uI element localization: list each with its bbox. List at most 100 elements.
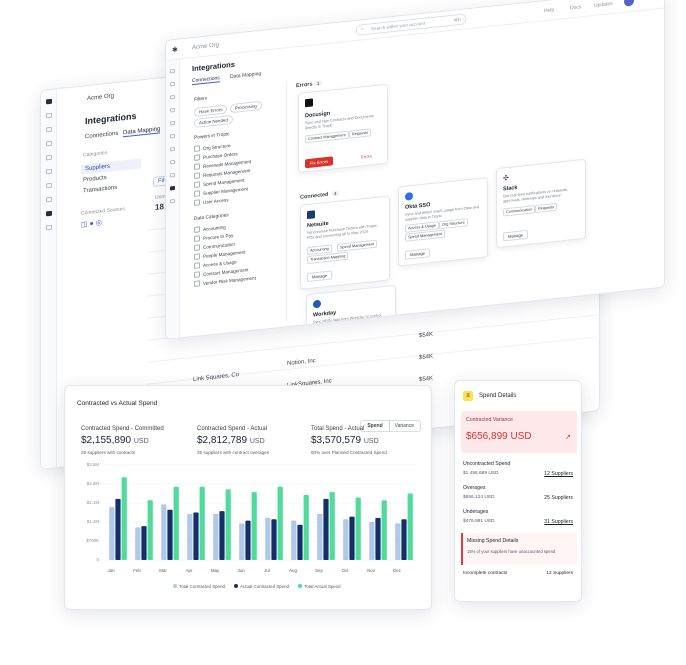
nav-icon[interactable] xyxy=(45,112,52,119)
tab-connections[interactable]: Connections xyxy=(192,75,220,86)
bar-total-actual-spend-oct[interactable] xyxy=(355,497,361,560)
y-tick-label: $3.5M xyxy=(86,462,99,467)
metric-sub: 26 suppliers with contracts xyxy=(81,450,136,455)
integration-card-okta[interactable]: Okta SSO Sync and detect SaaS usage from… xyxy=(398,177,488,267)
overages-count-link[interactable]: 25 Suppliers xyxy=(544,495,573,501)
filter-checkbox[interactable]: User Access xyxy=(194,196,229,206)
nav-icon[interactable] xyxy=(45,224,52,231)
tab-connections[interactable]: Connections xyxy=(85,130,119,141)
nav-icon[interactable] xyxy=(170,198,175,204)
fix-errors-button[interactable]: Fix Errors xyxy=(305,156,334,169)
integration-card-slack[interactable]: ✣ Slack Get real-time notifications on r… xyxy=(496,158,586,249)
manage-button[interactable]: Manage xyxy=(405,248,431,260)
bar-total-contracted-spend-oct[interactable] xyxy=(343,519,349,560)
bar-actual-contracted-spend-jul[interactable] xyxy=(271,519,277,560)
nav-icon[interactable] xyxy=(170,146,175,152)
nav-icon[interactable] xyxy=(170,133,175,139)
toggle-variance[interactable]: Variance xyxy=(394,423,414,429)
nav-icon[interactable] xyxy=(45,182,52,189)
bar-actual-contracted-spend-mar[interactable] xyxy=(167,509,173,560)
avatar[interactable] xyxy=(624,0,634,7)
bar-total-actual-spend-may[interactable] xyxy=(225,489,231,560)
bar-total-actual-spend-feb[interactable] xyxy=(147,500,153,560)
bar-actual-contracted-spend-apr[interactable] xyxy=(193,512,199,561)
legend-swatch xyxy=(234,584,239,588)
bar-total-actual-spend-jun[interactable] xyxy=(251,492,257,560)
org-name: Acme Org xyxy=(192,42,220,52)
bar-actual-contracted-spend-dec[interactable] xyxy=(401,519,407,560)
bar-total-actual-spend-sep[interactable] xyxy=(329,492,335,560)
nav-icon[interactable] xyxy=(170,107,175,113)
missing-desc: 15% of your suppliers have unaccounted s… xyxy=(467,549,556,554)
category-transactions[interactable]: Transactions xyxy=(83,184,118,195)
bar-actual-contracted-spend-aug[interactable] xyxy=(297,524,303,560)
bar-actual-contracted-spend-jan[interactable] xyxy=(115,498,121,560)
bar-total-contracted-spend-jul[interactable] xyxy=(265,517,271,560)
category-products[interactable]: Products xyxy=(83,174,107,184)
search-input[interactable]: ⌕ Search within your account ⌘K xyxy=(356,13,466,36)
tab-data-mapping[interactable]: Data Mapping xyxy=(230,70,262,81)
uncontracted-count-link[interactable]: 12 Suppliers xyxy=(544,471,573,477)
metric-value: $2,155,890 xyxy=(81,435,132,446)
bar-total-actual-spend-jul[interactable] xyxy=(277,486,283,560)
nav-icon[interactable] xyxy=(170,68,175,74)
nav-icon[interactable] xyxy=(170,120,175,126)
filter-checkbox[interactable]: Accounting xyxy=(194,224,226,233)
bar-total-actual-spend-mar[interactable] xyxy=(173,486,179,560)
nav-icon[interactable] xyxy=(45,168,52,175)
bar-total-contracted-spend-apr[interactable] xyxy=(187,513,193,560)
manage-button[interactable]: Manage xyxy=(307,270,333,283)
filter-checkbox[interactable]: People Management xyxy=(194,249,245,260)
bar-total-actual-spend-dec[interactable] xyxy=(407,493,413,561)
bar-total-contracted-spend-mar[interactable] xyxy=(161,504,167,560)
bar-total-contracted-spend-feb[interactable] xyxy=(135,527,141,560)
tab-data-mapping[interactable]: Data Mapping xyxy=(123,126,161,138)
connected-heading: Connected xyxy=(300,191,329,201)
x-tick-label: Jul xyxy=(264,568,270,573)
nav-icon[interactable] xyxy=(45,196,52,203)
bar-total-contracted-spend-may[interactable] xyxy=(213,513,219,560)
docs-link[interactable]: Docs xyxy=(570,4,582,12)
bar-actual-contracted-spend-may[interactable] xyxy=(219,511,225,560)
nav-icon[interactable] xyxy=(45,140,52,147)
bar-total-actual-spend-apr[interactable] xyxy=(199,486,205,560)
bar-actual-contracted-spend-sep[interactable] xyxy=(323,498,329,560)
incomplete-count-link[interactable]: 12 Suppliers xyxy=(546,571,573,576)
bar-total-contracted-spend-jan[interactable] xyxy=(109,507,115,560)
filter-checkbox[interactable]: Org Structure xyxy=(194,142,231,152)
manage-button[interactable]: Manage xyxy=(503,229,529,242)
bar-total-contracted-spend-dec[interactable] xyxy=(395,523,401,560)
unmatched-count: 18 xyxy=(155,201,164,212)
toggle-spend[interactable]: Spend xyxy=(361,421,389,431)
x-tick-label: Dec xyxy=(393,568,401,573)
updates-link[interactable]: Updates xyxy=(594,0,613,9)
nav-icon[interactable] xyxy=(170,172,175,178)
bar-actual-contracted-spend-feb[interactable] xyxy=(141,526,147,560)
bar-total-actual-spend-jan[interactable] xyxy=(121,477,127,560)
status-processing[interactable]: Processing xyxy=(230,100,262,114)
nav-icon[interactable] xyxy=(170,94,175,100)
search-icon: ⌕ xyxy=(361,26,364,33)
bar-total-contracted-spend-sep[interactable] xyxy=(317,513,323,560)
spend-variance-toggle[interactable]: Spend Variance xyxy=(360,420,421,432)
bar-actual-contracted-spend-nov[interactable] xyxy=(375,517,381,560)
nav-icon-active[interactable] xyxy=(45,210,52,217)
nav-icon[interactable] xyxy=(45,126,52,133)
nav-icon[interactable] xyxy=(170,159,175,165)
bar-actual-contracted-spend-jun[interactable] xyxy=(245,520,251,560)
bar-actual-contracted-spend-oct[interactable] xyxy=(349,516,355,560)
nav-icon[interactable] xyxy=(45,154,52,161)
integration-card-netsuite[interactable]: Netsuite Synchronise Purchase Orders wit… xyxy=(300,195,390,290)
bar-total-contracted-spend-nov[interactable] xyxy=(369,522,375,560)
underages-count-link[interactable]: 31 Suppliers xyxy=(544,519,573,525)
help-link[interactable]: Help xyxy=(544,7,555,15)
category-suppliers[interactable]: Suppliers xyxy=(81,158,141,175)
status-action-needed[interactable]: Action Needed xyxy=(194,114,233,128)
bar-total-actual-spend-aug[interactable] xyxy=(303,494,309,560)
bar-total-contracted-spend-aug[interactable] xyxy=(291,520,297,560)
bar-total-contracted-spend-jun[interactable] xyxy=(239,523,245,560)
nav-icon[interactable] xyxy=(170,81,175,87)
nav-icon-active[interactable] xyxy=(170,185,175,191)
integration-card-docusign[interactable]: Docusign Sync and sign Contracts and Doc… xyxy=(298,83,388,174)
bar-total-actual-spend-nov[interactable] xyxy=(381,500,387,560)
